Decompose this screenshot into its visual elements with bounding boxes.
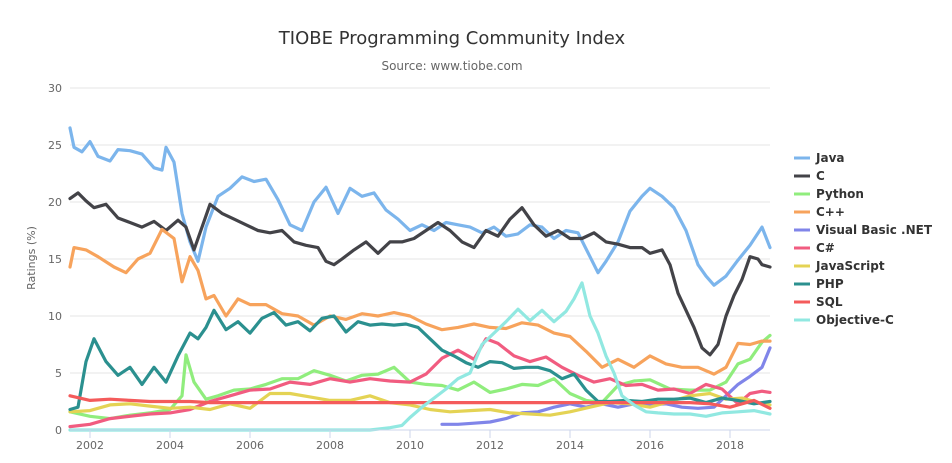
series-line-visual-basic-net[interactable]	[440, 346, 772, 426]
y-tick-label: 20	[48, 196, 62, 209]
legend-item-c[interactable]: C#	[794, 241, 835, 255]
x-tick-label: 2018	[716, 439, 744, 452]
legend-label: PHP	[816, 277, 844, 291]
legend-label: Python	[816, 187, 864, 201]
x-tick-label: 2004	[156, 439, 184, 452]
y-tick-label: 10	[48, 310, 62, 323]
gridlines	[70, 87, 770, 431]
legend-label: C#	[816, 241, 835, 255]
x-tick-label: 2014	[556, 439, 584, 452]
series-layer	[68, 126, 772, 432]
x-tick-label: 2010	[396, 439, 424, 452]
legend-item-sql[interactable]: SQL	[794, 295, 843, 309]
series-line-php[interactable]	[68, 308, 772, 412]
chart-title: TIOBE Programming Community Index	[278, 28, 626, 49]
x-tick-label: 2006	[236, 439, 264, 452]
legend: Java C Python C++ Visual Basic .NET C# JavaScr…	[794, 151, 933, 327]
y-tick-label: 0	[55, 424, 62, 437]
legend-label: JavaScript	[815, 259, 885, 273]
chart-subtitle: Source: www.tiobe.com	[381, 59, 522, 73]
axes: 0 5 10 15 20 25 30 2002 2004 2006 2008 2010 2012 2014…	[48, 82, 770, 452]
series-line-objective-c[interactable]	[68, 281, 772, 432]
series-line-java[interactable]	[68, 126, 772, 287]
legend-label: Objective-C	[816, 313, 894, 327]
y-axis-title: Ratings (%)	[25, 226, 38, 290]
legend-label: C	[816, 169, 825, 183]
y-tick-label: 5	[55, 367, 62, 380]
legend-label: C++	[816, 205, 845, 219]
legend-item-python[interactable]: Python	[794, 187, 864, 201]
legend-item-c[interactable]: C++	[794, 205, 845, 219]
legend-item-c[interactable]: C	[794, 169, 825, 183]
x-tick-label: 2016	[636, 439, 664, 452]
y-tick-label: 30	[48, 82, 62, 95]
x-tick-label: 2012	[476, 439, 504, 452]
y-tick-label: 25	[48, 139, 62, 152]
legend-label: Java	[815, 151, 844, 165]
series-line-c[interactable]	[68, 227, 772, 376]
x-tick-label: 2002	[76, 439, 104, 452]
legend-item-php[interactable]: PHP	[794, 277, 844, 291]
series-line-sql[interactable]	[68, 394, 772, 410]
legend-label: Visual Basic .NET	[816, 223, 933, 237]
legend-item-java[interactable]: Java	[794, 151, 844, 165]
legend-item-visual-basic-net[interactable]: Visual Basic .NET	[794, 223, 933, 237]
legend-item-javascript[interactable]: JavaScript	[794, 259, 885, 273]
series-line-c[interactable]	[68, 191, 772, 357]
legend-label: SQL	[816, 295, 843, 309]
x-tick-label: 2008	[316, 439, 344, 452]
legend-item-objective-c[interactable]: Objective-C	[794, 313, 894, 327]
y-tick-label: 15	[48, 253, 62, 266]
series-line-python[interactable]	[68, 333, 772, 421]
